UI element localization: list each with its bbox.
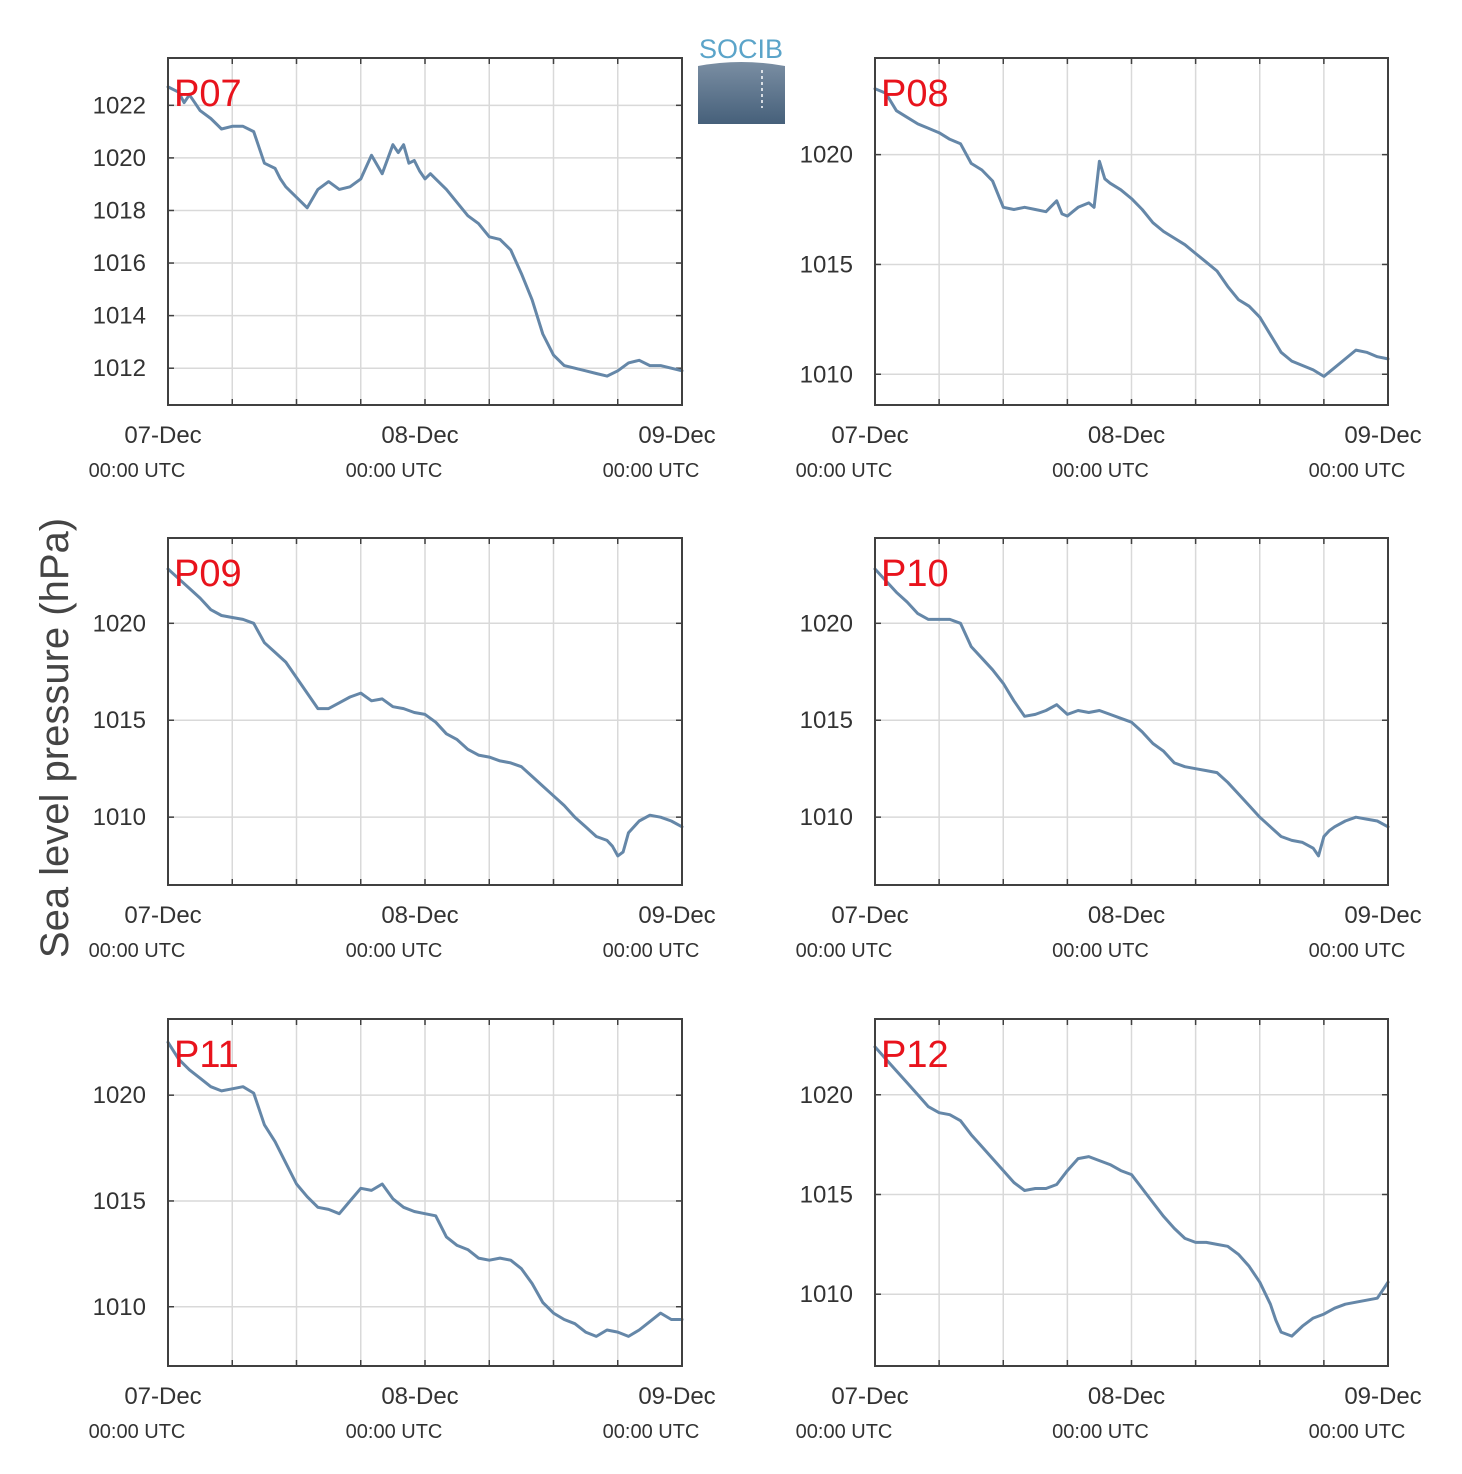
x-tick-time-label: 00:00 UTC xyxy=(346,1421,443,1443)
y-tick-label: 1020 xyxy=(800,1082,853,1109)
plot-frame xyxy=(874,57,1389,406)
x-tick-label: 07-Dec xyxy=(831,1383,908,1410)
x-tick-label: 09-Dec xyxy=(638,422,715,449)
x-tick-time-label: 00:00 UTC xyxy=(796,460,893,482)
y-axis-label: Sea level pressure (hPa) xyxy=(33,518,77,958)
x-tick-time-label: 00:00 UTC xyxy=(1052,460,1149,482)
x-tick-label: 09-Dec xyxy=(638,902,715,929)
x-tick-time-label: 00:00 UTC xyxy=(89,1421,186,1443)
x-tick-time-label: 00:00 UTC xyxy=(89,460,186,482)
x-tick-time-label: 00:00 UTC xyxy=(1052,940,1149,962)
series-line xyxy=(166,85,684,378)
x-tick-label: 08-Dec xyxy=(381,902,458,929)
x-tick-label: 09-Dec xyxy=(1344,1383,1421,1410)
x-tick-label: 07-Dec xyxy=(124,1383,201,1410)
y-tick-label: 1020 xyxy=(800,142,853,169)
x-tick-time-label: 00:00 UTC xyxy=(796,1421,893,1443)
y-tick-label: 1020 xyxy=(93,1082,146,1109)
y-tick-label: 1015 xyxy=(93,1188,146,1215)
x-tick-time-label: 00:00 UTC xyxy=(1052,1421,1149,1443)
panel-title: P09 xyxy=(174,553,242,595)
x-tick-label: 08-Dec xyxy=(1088,422,1165,449)
x-tick-label: 09-Dec xyxy=(1344,422,1421,449)
x-tick-label: 07-Dec xyxy=(124,422,201,449)
x-tick-time-label: 00:00 UTC xyxy=(89,940,186,962)
panel-title: P11 xyxy=(174,1034,239,1076)
x-tick-time-label: 00:00 UTC xyxy=(1309,460,1406,482)
plot-frame xyxy=(874,537,1389,886)
y-tick-label: 1014 xyxy=(93,303,146,330)
panel-p09: 1010 1015 1020 07-Dec 00:00 UTC 08-Dec 00:00 U… xyxy=(89,537,716,962)
socib-logo-text: SOCIB xyxy=(699,34,783,64)
y-tick-label: 1010 xyxy=(800,361,853,388)
panel-p11: 1010 1015 1020 07-Dec 00:00 UTC 08-Dec 00:00 U… xyxy=(89,1018,716,1443)
panel-p12: 1010 1015 1020 07-Dec 00:00 UTC 08-Dec 00:00 U… xyxy=(796,1018,1422,1443)
series-line xyxy=(873,567,1390,858)
plot-frame xyxy=(167,57,683,406)
y-tick-label: 1010 xyxy=(93,804,146,831)
y-tick-label: 1020 xyxy=(93,145,146,172)
panel-p08: 1010 1015 1020 07-Dec 00:00 UTC 08-Dec 00:00 U… xyxy=(796,57,1422,482)
x-tick-time-label: 00:00 UTC xyxy=(346,940,443,962)
y-tick-label: 1015 xyxy=(800,1181,853,1208)
x-tick-time-label: 00:00 UTC xyxy=(796,940,893,962)
panel-title: P12 xyxy=(881,1034,949,1076)
plot-frame xyxy=(167,1018,683,1367)
x-tick-label: 08-Dec xyxy=(381,1383,458,1410)
y-tick-label: 1020 xyxy=(800,610,853,637)
x-tick-label: 09-Dec xyxy=(638,1383,715,1410)
x-tick-time-label: 00:00 UTC xyxy=(1309,1421,1406,1443)
socib-logo-water xyxy=(698,62,785,124)
panel-title: P07 xyxy=(174,73,242,115)
x-tick-label: 08-Dec xyxy=(381,422,458,449)
y-tick-label: 1010 xyxy=(800,804,853,831)
x-tick-label: 08-Dec xyxy=(1088,902,1165,929)
y-tick-label: 1016 xyxy=(93,250,146,277)
y-tick-label: 1018 xyxy=(93,197,146,224)
x-tick-time-label: 00:00 UTC xyxy=(1309,940,1406,962)
series-line xyxy=(166,567,684,858)
y-tick-label: 1015 xyxy=(800,251,853,278)
y-tick-label: 1010 xyxy=(93,1294,146,1321)
y-tick-label: 1015 xyxy=(93,707,146,734)
x-tick-label: 07-Dec xyxy=(831,902,908,929)
panel-title: P08 xyxy=(881,73,949,115)
x-tick-time-label: 00:00 UTC xyxy=(346,460,443,482)
plot-frame xyxy=(874,1018,1389,1367)
y-tick-label: 1010 xyxy=(800,1281,853,1308)
series-line xyxy=(873,87,1390,378)
socib-logo: SOCIB xyxy=(698,34,785,124)
plot-frame xyxy=(167,537,683,886)
panels-layer: 1012 1014 1016 1018 1020 1022 07-Dec 00:00 UTC 0… xyxy=(89,57,1422,1443)
panel-p07: 1012 1014 1016 1018 1020 1022 07-Dec 00:00 UTC 0… xyxy=(89,57,716,482)
y-tick-label: 1022 xyxy=(93,92,146,119)
y-tick-label: 1020 xyxy=(93,610,146,637)
x-tick-label: 07-Dec xyxy=(831,422,908,449)
x-tick-label: 08-Dec xyxy=(1088,1383,1165,1410)
y-tick-label: 1012 xyxy=(93,355,146,382)
y-tick-label: 1015 xyxy=(800,707,853,734)
x-tick-label: 09-Dec xyxy=(1344,902,1421,929)
series-line xyxy=(873,1045,1390,1338)
panel-p10: 1010 1015 1020 07-Dec 00:00 UTC 08-Dec 00:00 U… xyxy=(796,537,1422,962)
x-tick-time-label: 00:00 UTC xyxy=(603,460,700,482)
panel-title: P10 xyxy=(881,553,949,595)
x-tick-time-label: 00:00 UTC xyxy=(603,1421,700,1443)
series-line xyxy=(166,1040,684,1338)
x-tick-time-label: 00:00 UTC xyxy=(603,940,700,962)
x-tick-label: 07-Dec xyxy=(124,902,201,929)
